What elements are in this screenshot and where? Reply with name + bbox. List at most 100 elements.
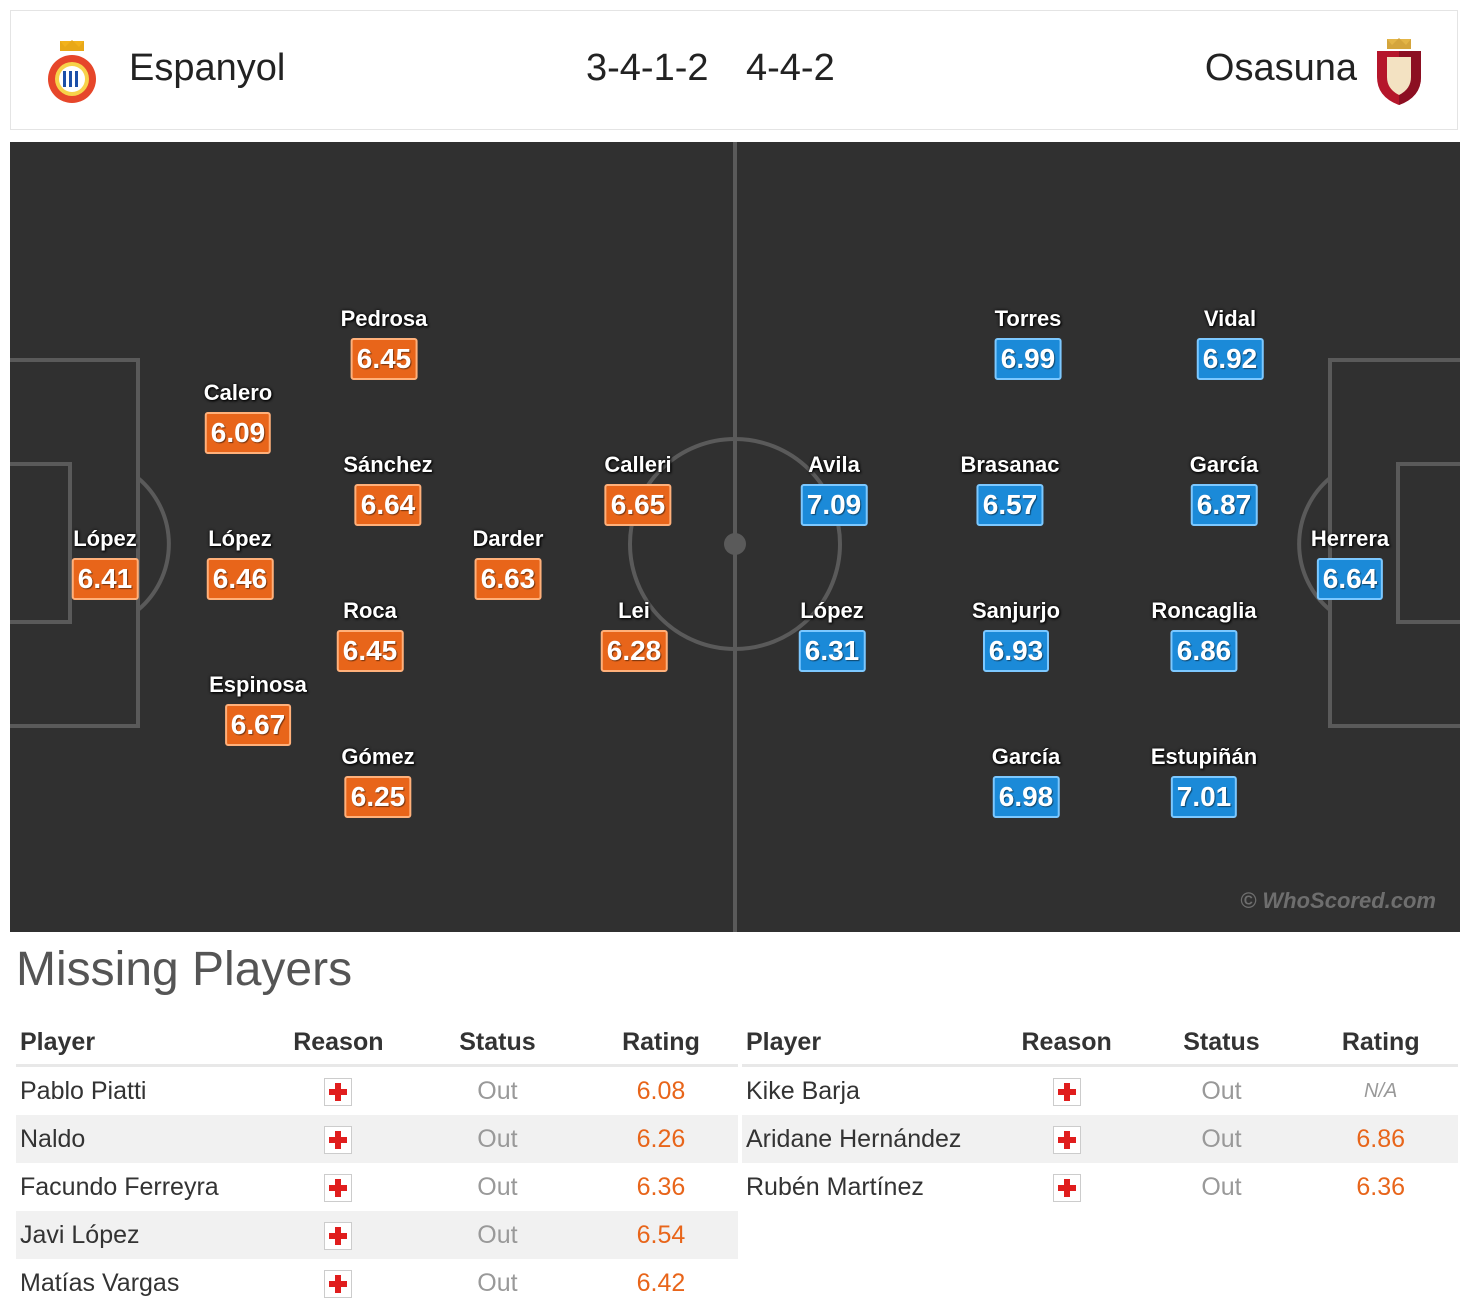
home-player[interactable]: Sánchez 6.64 — [343, 452, 433, 526]
away-missing-rows: Kike Barja Out N/A Aridane Hernández Out 6.86… — [742, 1066, 1458, 1212]
status-cell: Out — [477, 1172, 518, 1201]
reason-cell — [994, 1066, 1140, 1116]
player-rating-badge: 6.31 — [798, 630, 866, 672]
injury-cross-icon[interactable] — [324, 1221, 353, 1250]
player-name: Roca — [343, 598, 397, 623]
col-rating[interactable]: Rating — [583, 1020, 738, 1067]
player-rating-badge: 6.98 — [992, 776, 1060, 818]
player-name: García — [1189, 452, 1259, 477]
status-cell: Out — [411, 1115, 584, 1163]
missing-player-name[interactable]: Aridane Hernández — [742, 1115, 994, 1163]
away-player[interactable]: García 6.87 — [1189, 452, 1259, 526]
status-cell: Out — [477, 1268, 518, 1297]
player-name: Herrera — [1310, 526, 1390, 551]
away-player[interactable]: López 6.31 — [798, 598, 866, 672]
away-player[interactable]: Avila 7.09 — [800, 452, 868, 526]
status-cell: Out — [477, 1076, 518, 1105]
missing-player-name[interactable]: Pablo Piatti — [20, 1076, 147, 1105]
player-name: Lei — [618, 598, 650, 623]
missing-player-row[interactable]: Aridane Hernández Out 6.86 — [742, 1115, 1458, 1163]
col-status[interactable]: Status — [1139, 1020, 1304, 1067]
away-player[interactable]: Herrera 6.64 — [1311, 526, 1389, 600]
player-rating-badge: 6.99 — [994, 338, 1062, 380]
away-team-name[interactable]: Osasuna — [1204, 47, 1357, 89]
rating-cell: N/A — [1364, 1079, 1398, 1102]
player-rating-badge: 6.63 — [474, 558, 542, 600]
missing-player-name[interactable]: Facundo Ferreyra — [20, 1172, 219, 1201]
home-missing-rows: Pablo Piatti Out 6.08 Naldo Out 6.26 Facundo F… — [16, 1066, 738, 1308]
home-player[interactable]: López 6.46 — [206, 526, 274, 600]
home-missing-table: Player Reason Status Rating Pablo Piatti… — [16, 1020, 738, 1307]
home-player[interactable]: Gómez 6.25 — [341, 744, 415, 818]
player-rating-badge: 6.57 — [976, 484, 1044, 526]
injury-cross-icon[interactable] — [324, 1173, 353, 1202]
missing-player-name[interactable]: Rubén Martínez — [746, 1172, 924, 1201]
col-rating[interactable]: Rating — [1303, 1020, 1458, 1067]
player-rating-badge: 6.64 — [1316, 558, 1384, 600]
player-name: Calleri — [604, 452, 672, 477]
home-formation: 3-4-1-2 — [586, 47, 709, 89]
player-name: Darder — [472, 526, 544, 551]
missing-player-name[interactable]: Naldo — [16, 1115, 266, 1163]
injury-cross-icon[interactable] — [324, 1077, 353, 1106]
status-cell: Out — [1201, 1076, 1242, 1105]
missing-player-row[interactable]: Javi López Out 6.54 — [16, 1211, 738, 1259]
player-name: Espinosa — [209, 672, 307, 697]
injury-cross-icon[interactable] — [1052, 1125, 1081, 1154]
home-player[interactable]: Pedrosa 6.45 — [341, 306, 427, 380]
missing-player-row[interactable]: Pablo Piatti Out 6.08 — [16, 1066, 738, 1116]
player-name: Gómez — [341, 744, 415, 769]
missing-player-name[interactable]: Kike Barja — [746, 1076, 860, 1105]
home-player[interactable]: Calleri 6.65 — [604, 452, 672, 526]
player-rating-badge: 6.86 — [1170, 630, 1238, 672]
away-player[interactable]: Vidal 6.92 — [1196, 306, 1264, 380]
away-player[interactable]: Sanjurjo 6.93 — [972, 598, 1060, 672]
missing-player-row[interactable]: Facundo Ferreyra Out 6.36 — [16, 1163, 738, 1211]
osasuna-crest-icon — [1377, 38, 1421, 105]
missing-player-name[interactable]: Javi López — [16, 1211, 266, 1259]
col-player[interactable]: Player — [16, 1020, 266, 1067]
missing-player-name[interactable]: Matías Vargas — [20, 1268, 180, 1297]
missing-player-row[interactable]: Naldo Out 6.26 — [16, 1115, 738, 1163]
away-player[interactable]: Estupiñán 7.01 — [1151, 744, 1257, 818]
player-rating-badge: 6.41 — [71, 558, 139, 600]
col-player[interactable]: Player — [742, 1020, 994, 1067]
home-team-name[interactable]: Espanyol — [129, 47, 286, 89]
injury-cross-icon[interactable] — [324, 1269, 353, 1298]
injury-cross-icon[interactable] — [1052, 1173, 1081, 1202]
status-cell: Out — [1201, 1172, 1242, 1201]
rating-cell: 6.08 — [636, 1076, 686, 1105]
col-reason[interactable]: Reason — [265, 1020, 411, 1067]
rating-cell: 6.42 — [636, 1268, 686, 1297]
missing-player-row[interactable]: Matías Vargas Out 6.42 — [16, 1259, 738, 1307]
injury-cross-icon[interactable] — [1052, 1077, 1081, 1106]
pitch-lines — [10, 142, 1460, 932]
missing-player-row[interactable]: Kike Barja Out N/A — [742, 1066, 1458, 1116]
home-player[interactable]: Lei 6.28 — [600, 598, 668, 672]
rating-cell: 6.26 — [583, 1115, 738, 1163]
away-player[interactable]: Torres 6.99 — [994, 306, 1062, 380]
home-player[interactable]: Espinosa 6.67 — [209, 672, 307, 746]
rating-cell: 6.86 — [1303, 1115, 1458, 1163]
player-name: López — [208, 526, 272, 551]
home-player[interactable]: Calero 6.09 — [204, 380, 272, 454]
col-status[interactable]: Status — [411, 1020, 584, 1067]
home-player[interactable]: López 6.41 — [71, 526, 139, 600]
player-rating-badge: 6.92 — [1196, 338, 1264, 380]
pitch: López 6.41 Calero 6.09 López 6.46 Espinosa 6.67… — [10, 142, 1460, 932]
col-reason[interactable]: Reason — [993, 1020, 1140, 1067]
player-rating-badge: 6.93 — [982, 630, 1050, 672]
status-cell: Out — [411, 1211, 584, 1259]
missing-player-row[interactable]: Rubén Martínez Out 6.36 — [742, 1163, 1458, 1211]
match-header: Espanyol 3-4-1-2 4-4-2 Osasuna — [10, 10, 1458, 130]
home-player[interactable]: Darder 6.63 — [472, 526, 544, 600]
player-name: Sanjurjo — [971, 598, 1061, 623]
away-player[interactable]: García 6.98 — [992, 744, 1060, 818]
away-player[interactable]: Roncaglia 6.86 — [1151, 598, 1257, 672]
player-rating-badge: 6.45 — [336, 630, 404, 672]
home-player[interactable]: Roca 6.45 — [336, 598, 404, 672]
away-player[interactable]: Brasanac 6.57 — [960, 452, 1060, 526]
player-name: Sánchez — [343, 452, 433, 477]
injury-cross-icon[interactable] — [324, 1125, 353, 1154]
player-rating-badge: 6.45 — [350, 338, 418, 380]
